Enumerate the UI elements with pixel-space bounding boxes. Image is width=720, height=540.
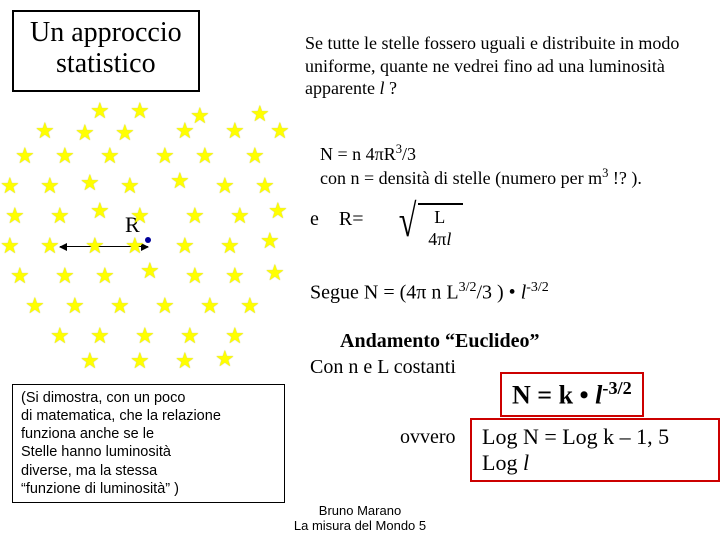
star-icon: ★ [185, 205, 205, 227]
star-icon: ★ [55, 265, 75, 287]
star-icon: ★ [40, 175, 60, 197]
star-icon: ★ [270, 120, 290, 142]
frac-numerator: L [428, 207, 451, 229]
star-icon: ★ [130, 100, 150, 122]
star-icon: ★ [75, 122, 95, 144]
star-icon: ★ [90, 100, 110, 122]
star-icon: ★ [230, 205, 250, 227]
star-icon: ★ [135, 325, 155, 347]
star-icon: ★ [35, 120, 55, 142]
star-icon: ★ [80, 172, 100, 194]
star-icon: ★ [215, 348, 235, 370]
sqrt-body: L 4πl [418, 203, 463, 250]
sqrt-expression: √ L 4πl [395, 200, 463, 250]
star-icon: ★ [90, 325, 110, 347]
star-icon: ★ [110, 295, 130, 317]
star-icon: ★ [15, 145, 35, 167]
star-icon: ★ [50, 325, 70, 347]
star-icon: ★ [125, 235, 145, 257]
note-box: (Si dimostra, con un pocodi matematica, … [12, 384, 285, 503]
star-icon: ★ [225, 325, 245, 347]
star-icon: ★ [40, 235, 60, 257]
star-icon: ★ [115, 122, 135, 144]
ovvero-label: ovvero [400, 426, 456, 449]
footer-line1: Bruno Marano [319, 503, 401, 518]
star-icon: ★ [268, 200, 288, 222]
star-icon: ★ [220, 235, 240, 257]
star-icon: ★ [0, 175, 20, 197]
star-icon: ★ [140, 260, 160, 282]
star-icon: ★ [260, 230, 280, 252]
radical-sign: √ [399, 200, 417, 241]
star-icon: ★ [225, 265, 245, 287]
star-icon: ★ [245, 145, 265, 167]
star-icon: ★ [10, 265, 30, 287]
center-dot [145, 237, 151, 243]
star-field: R ★★★★★★★★★★★★★★★★★★★★★★★★★★★★★★★★★★★★★★… [0, 100, 300, 380]
star-icon: ★ [55, 145, 75, 167]
star-icon: ★ [255, 175, 275, 197]
result-box-log: Log N = Log k – 1, 5 Log l [470, 418, 720, 482]
segue-formula: Segue N = (4π n L3/2/3 ) • l-3/2 [310, 280, 549, 305]
star-icon: ★ [215, 175, 235, 197]
star-icon: ★ [95, 265, 115, 287]
intro-text: Se tutte le stelle fossero uguali e dist… [305, 32, 705, 100]
star-icon: ★ [120, 175, 140, 197]
star-icon: ★ [100, 145, 120, 167]
star-icon: ★ [195, 145, 215, 167]
eR-label: e R= [310, 208, 364, 230]
star-icon: ★ [175, 350, 195, 372]
star-icon: ★ [175, 120, 195, 142]
star-icon: ★ [5, 205, 25, 227]
footer-line2: La misura del Mondo 5 [294, 518, 426, 533]
star-icon: ★ [225, 120, 245, 142]
title-box: Un approccio statistico [12, 10, 200, 92]
constants-line: Con n e L costanti [310, 356, 456, 379]
star-icon: ★ [180, 325, 200, 347]
star-icon: ★ [175, 235, 195, 257]
star-icon: ★ [250, 103, 270, 125]
frac-denominator: 4πl [428, 229, 451, 250]
star-icon: ★ [50, 205, 70, 227]
star-icon: ★ [80, 350, 100, 372]
footer: Bruno Marano La misura del Mondo 5 [0, 503, 720, 534]
star-icon: ★ [155, 145, 175, 167]
title-line1: Un approccio [30, 17, 182, 48]
star-icon: ★ [85, 235, 105, 257]
star-icon: ★ [240, 295, 260, 317]
e-R-equals: e R= [310, 208, 364, 231]
result-box-N: N = k • l-3/2 [500, 372, 644, 417]
star-icon: ★ [170, 170, 190, 192]
star-icon: ★ [130, 350, 150, 372]
star-icon: ★ [265, 262, 285, 284]
star-icon: ★ [25, 295, 45, 317]
star-icon: ★ [0, 235, 20, 257]
star-icon: ★ [90, 200, 110, 222]
formula-N: N = n 4πR3/3con n = densità di stelle (n… [320, 142, 715, 189]
star-icon: ★ [65, 295, 85, 317]
star-icon: ★ [200, 295, 220, 317]
star-icon: ★ [155, 295, 175, 317]
star-icon: ★ [185, 265, 205, 287]
star-icon: ★ [130, 205, 150, 227]
euclid-heading: Andamento “Euclideo” [340, 330, 539, 353]
title-line2: statistico [56, 48, 156, 79]
